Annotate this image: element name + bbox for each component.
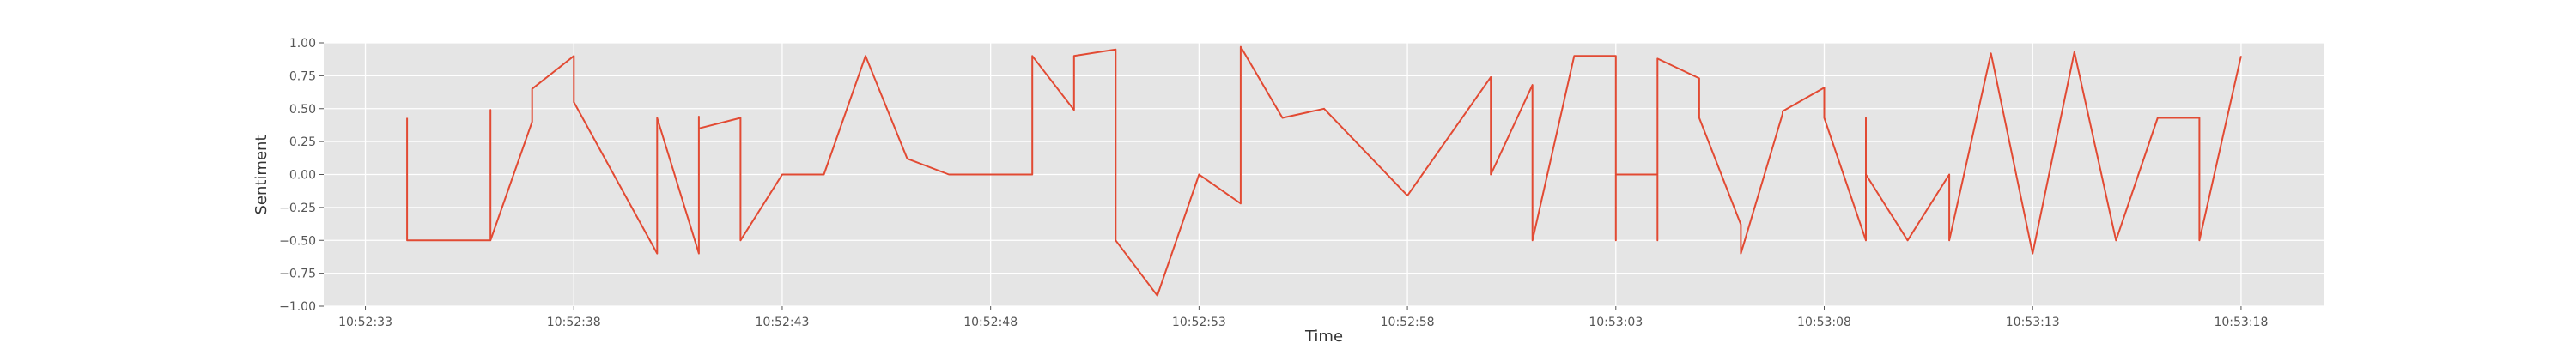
- series-line: [406, 45, 2242, 297]
- y-tick-label: −0.50: [279, 234, 316, 248]
- x-axis-label: Time: [1304, 328, 1343, 343]
- series-layer: [406, 45, 2242, 297]
- y-tick-label: −0.25: [279, 202, 316, 215]
- y-tick-label: 0.50: [289, 103, 316, 117]
- y-axis-label: Sentiment: [252, 135, 270, 214]
- x-tick-label: 10:53:08: [1797, 316, 1851, 329]
- x-tick-label: 10:53:03: [1589, 316, 1643, 329]
- y-tick-label: 0.75: [289, 69, 316, 83]
- y-tick-label: −1.00: [279, 300, 316, 314]
- y-tick-label: 0.00: [289, 169, 316, 183]
- y-axis-ticks: 1.00 0.75 0.50 0.25 0.00 −0.25 −0.50 −0.75 −1.00: [279, 37, 324, 314]
- y-tick-label: 1.00: [289, 37, 316, 51]
- x-tick-label: 10:52:53: [1172, 316, 1226, 329]
- x-tick-label: 10:52:38: [547, 316, 601, 329]
- x-tick-label: 10:52:58: [1381, 316, 1435, 329]
- x-tick-label: 10:53:18: [2214, 316, 2268, 329]
- x-tick-label: 10:52:48: [963, 316, 1018, 329]
- x-tick-label: 10:53:13: [2006, 316, 2060, 329]
- x-tick-label: 10:52:33: [338, 316, 392, 329]
- x-tick-label: 10:52:43: [756, 316, 810, 329]
- x-axis-ticks: 10:52:33 10:52:38 10:52:43 10:52:48 10:52:53…: [338, 306, 2268, 329]
- y-tick-label: −0.75: [279, 268, 316, 281]
- y-tick-label: 0.25: [289, 135, 316, 149]
